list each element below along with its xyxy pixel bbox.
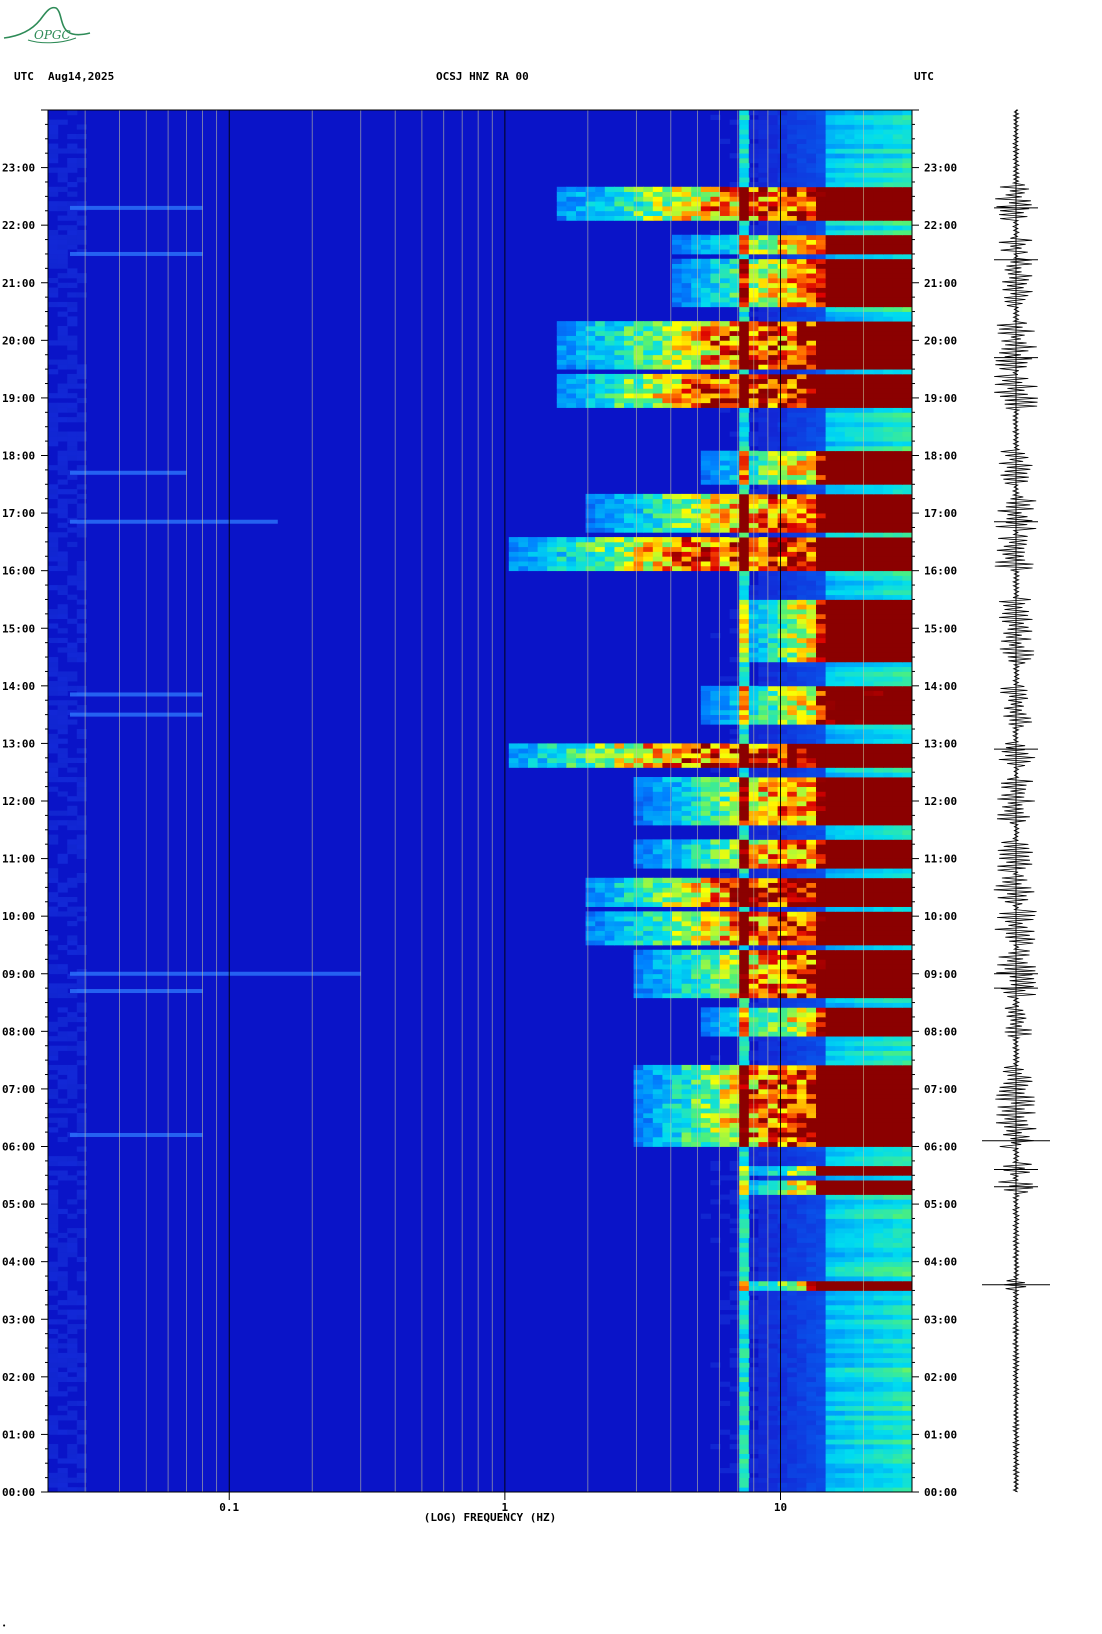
left-time-label-8: 08:00 bbox=[2, 1025, 35, 1038]
left-time-label-4: 04:00 bbox=[2, 1256, 35, 1269]
low-frequency-streak-2 bbox=[70, 692, 203, 697]
logo-mountain-curve bbox=[3, 6, 91, 39]
logo-swoosh bbox=[27, 37, 77, 44]
left-time-label-16: 16:00 bbox=[2, 565, 35, 578]
left-time-label-12: 12:00 bbox=[2, 795, 35, 808]
right-time-label-10: 10:00 bbox=[924, 910, 957, 923]
right-time-label-12: 12:00 bbox=[924, 795, 957, 808]
right-time-axis: 00:00 01:00 02:00 03:00 04:00 05:00 06:00 07:00… bbox=[912, 109, 957, 1499]
low-frequency-streak-1 bbox=[70, 519, 278, 524]
trace-waveform bbox=[993, 109, 1038, 1493]
x-tick-label-2: 10 bbox=[774, 1501, 787, 1514]
left-time-label-23: 23:00 bbox=[2, 162, 35, 175]
header-station: OCSJ HNZ RA 00 bbox=[436, 70, 529, 83]
left-time-label-3: 03:00 bbox=[2, 1313, 35, 1326]
right-time-label-19: 19:00 bbox=[924, 392, 957, 405]
logo-text: OPGC bbox=[34, 28, 71, 42]
left-time-label-18: 18:00 bbox=[2, 450, 35, 463]
right-time-label-20: 20:00 bbox=[924, 334, 957, 347]
right-time-label-9: 09:00 bbox=[924, 968, 957, 981]
x-tick-label-1: 1 bbox=[502, 1501, 509, 1514]
right-time-label-18: 18:00 bbox=[924, 450, 957, 463]
right-time-label-4: 04:00 bbox=[924, 1256, 957, 1269]
low-frequency-streak-3 bbox=[70, 712, 203, 717]
right-time-label-23: 23:00 bbox=[924, 162, 957, 175]
low-frequency-streak-6 bbox=[70, 1132, 203, 1137]
left-time-label-19: 19:00 bbox=[2, 392, 35, 405]
opgc-logo: OPGC bbox=[3, 6, 91, 44]
frequency-gridlines bbox=[84, 110, 912, 1492]
low-frequency-streak-4 bbox=[70, 971, 361, 976]
seismogram-trace bbox=[982, 109, 1050, 1493]
frequency-axis: 0.1 1 10 bbox=[219, 1492, 787, 1514]
right-time-label-21: 21:00 bbox=[924, 277, 957, 290]
right-time-label-7: 07:00 bbox=[924, 1083, 957, 1096]
right-time-label-17: 17:00 bbox=[924, 507, 957, 520]
right-time-label-13: 13:00 bbox=[924, 737, 957, 750]
left-time-label-11: 11:00 bbox=[2, 853, 35, 866]
header-left-timezone: UTC bbox=[14, 70, 34, 83]
left-time-label-7: 07:00 bbox=[2, 1083, 35, 1096]
left-time-label-13: 13:00 bbox=[2, 737, 35, 750]
left-time-label-5: 05:00 bbox=[2, 1198, 35, 1211]
right-time-label-2: 02:00 bbox=[924, 1371, 957, 1384]
low-frequency-streak-0 bbox=[70, 470, 187, 475]
x-tick-label-0: 0.1 bbox=[219, 1501, 239, 1514]
x-axis-label: (LOG) FREQUENCY (HZ) bbox=[424, 1511, 556, 1524]
right-time-label-16: 16:00 bbox=[924, 565, 957, 578]
left-time-label-2: 02:00 bbox=[2, 1371, 35, 1384]
left-time-label-22: 22:00 bbox=[2, 219, 35, 232]
right-time-label-15: 15:00 bbox=[924, 622, 957, 635]
right-time-label-1: 01:00 bbox=[924, 1428, 957, 1441]
left-time-label-20: 20:00 bbox=[2, 334, 35, 347]
low-frequency-streak-5 bbox=[70, 989, 203, 994]
left-time-label-1: 01:00 bbox=[2, 1428, 35, 1441]
right-time-label-14: 14:00 bbox=[924, 680, 957, 693]
left-time-label-10: 10:00 bbox=[2, 910, 35, 923]
left-time-label-0: 00:00 bbox=[2, 1486, 35, 1499]
left-time-label-9: 09:00 bbox=[2, 968, 35, 981]
left-time-label-15: 15:00 bbox=[2, 622, 35, 635]
right-time-label-6: 06:00 bbox=[924, 1141, 957, 1154]
left-time-label-21: 21:00 bbox=[2, 277, 35, 290]
left-time-label-6: 06:00 bbox=[2, 1141, 35, 1154]
header-right-timezone: UTC bbox=[914, 70, 934, 83]
left-time-label-14: 14:00 bbox=[2, 680, 35, 693]
left-time-axis: 00:00 01:00 02:00 03:00 04:00 05:00 06:00 07:00… bbox=[2, 109, 48, 1499]
low-frequency-streak-8 bbox=[70, 205, 203, 210]
low-frequency-streak-7 bbox=[70, 251, 203, 256]
right-time-label-5: 05:00 bbox=[924, 1198, 957, 1211]
right-time-label-11: 11:00 bbox=[924, 853, 957, 866]
header-date: Aug14,2025 bbox=[48, 70, 115, 83]
right-time-label-8: 08:00 bbox=[924, 1025, 957, 1038]
spectrogram-heatmap bbox=[48, 110, 912, 1492]
right-time-label-22: 22:00 bbox=[924, 219, 957, 232]
corner-mark: • bbox=[2, 1622, 7, 1630]
right-time-label-0: 00:00 bbox=[924, 1486, 957, 1499]
left-time-label-17: 17:00 bbox=[2, 507, 35, 520]
right-time-label-3: 03:00 bbox=[924, 1313, 957, 1326]
